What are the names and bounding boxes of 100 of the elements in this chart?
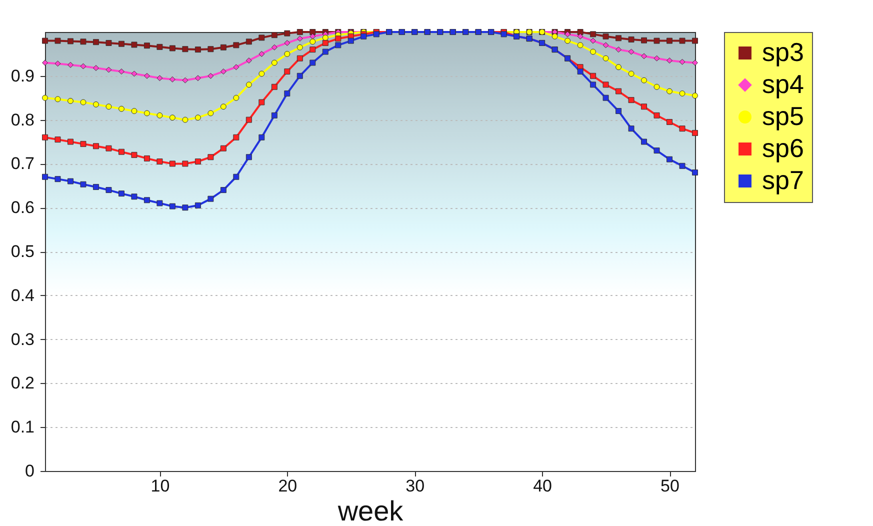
- y-tick-label: 0.4: [10, 286, 34, 305]
- point: [92, 184, 99, 190]
- point: [692, 169, 698, 176]
- point: [92, 39, 99, 46]
- legend-label: sp3: [762, 37, 804, 67]
- point: [246, 58, 252, 64]
- point: [296, 36, 303, 42]
- y-tick-label: 0.7: [10, 154, 34, 174]
- point: [233, 174, 240, 180]
- point: [666, 58, 672, 64]
- point: [106, 187, 112, 194]
- y-tick-label: 0.8: [10, 110, 34, 130]
- point: [616, 46, 622, 53]
- point: [641, 53, 648, 60]
- point: [666, 38, 672, 44]
- point: [144, 197, 150, 204]
- point: [679, 58, 686, 65]
- point: [182, 116, 188, 123]
- point: [335, 42, 342, 48]
- point: [169, 114, 176, 121]
- point: [564, 38, 571, 44]
- point: [296, 29, 303, 35]
- point: [54, 60, 61, 67]
- point: [144, 72, 150, 79]
- point: [692, 92, 698, 99]
- point: [208, 196, 214, 202]
- point: [92, 143, 99, 150]
- point: [106, 40, 112, 46]
- y-tick-label: 0.1: [10, 418, 34, 437]
- point: [692, 60, 698, 66]
- legend-label: sp6: [762, 133, 804, 163]
- point: [679, 90, 686, 96]
- point: [590, 82, 596, 88]
- point: [233, 42, 240, 48]
- point: [666, 156, 672, 162]
- point: [54, 38, 61, 44]
- point: [654, 148, 660, 154]
- point: [182, 204, 188, 211]
- y-tick-label: 0.2: [10, 374, 34, 393]
- point: [80, 181, 86, 188]
- point: [628, 36, 634, 42]
- point: [208, 154, 214, 160]
- point: [284, 30, 290, 36]
- point: [42, 60, 48, 66]
- x-tick-label: 20: [278, 476, 298, 496]
- point: [92, 101, 99, 108]
- point: [80, 140, 86, 147]
- point: [169, 45, 176, 52]
- point: [679, 126, 686, 132]
- point: [233, 64, 240, 70]
- point: [284, 40, 290, 46]
- point: [310, 33, 316, 40]
- point: [284, 50, 290, 57]
- point: [258, 134, 265, 140]
- point: [182, 160, 188, 167]
- point: [246, 82, 252, 88]
- point: [590, 48, 596, 55]
- point: [80, 63, 86, 70]
- point: [500, 31, 507, 38]
- point: [296, 55, 303, 62]
- point: [54, 176, 61, 182]
- point: [373, 31, 380, 38]
- point: [68, 38, 74, 44]
- point: [628, 126, 634, 132]
- point: [182, 46, 188, 52]
- point: [666, 88, 672, 94]
- point: [92, 65, 99, 71]
- point: [564, 31, 571, 38]
- point: [42, 38, 48, 44]
- point: [106, 104, 112, 110]
- point: [208, 110, 214, 116]
- point: [118, 190, 124, 197]
- point: [118, 68, 124, 74]
- point: [68, 138, 74, 145]
- point: [246, 116, 252, 123]
- point: [68, 62, 74, 68]
- point: [194, 114, 201, 121]
- point: [220, 68, 226, 74]
- point: [131, 152, 138, 158]
- point: [577, 29, 584, 35]
- y-tick-label: 0.5: [10, 242, 34, 261]
- point: [246, 38, 252, 45]
- point: [131, 108, 138, 114]
- point: [131, 70, 138, 77]
- y-tick-label: 0.6: [10, 198, 34, 218]
- point: [106, 66, 112, 73]
- point: [54, 96, 61, 102]
- point: [169, 203, 176, 210]
- point: [118, 40, 124, 47]
- point: [220, 187, 226, 194]
- point: [156, 44, 163, 50]
- point: [144, 110, 150, 116]
- point: [42, 94, 48, 101]
- point: [246, 154, 252, 160]
- point: [641, 37, 648, 44]
- point: [628, 70, 634, 77]
- point: [258, 34, 265, 41]
- point: [692, 38, 698, 44]
- point: [54, 136, 61, 143]
- point: [322, 48, 328, 55]
